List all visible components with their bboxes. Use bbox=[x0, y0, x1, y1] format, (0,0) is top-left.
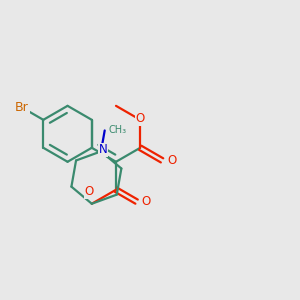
Text: O: O bbox=[84, 185, 94, 198]
Text: Br: Br bbox=[15, 101, 28, 114]
Text: N: N bbox=[99, 143, 108, 156]
Text: O: O bbox=[141, 195, 150, 208]
Text: O: O bbox=[167, 154, 177, 167]
Text: O: O bbox=[136, 112, 145, 125]
Text: CH₃: CH₃ bbox=[108, 125, 126, 136]
